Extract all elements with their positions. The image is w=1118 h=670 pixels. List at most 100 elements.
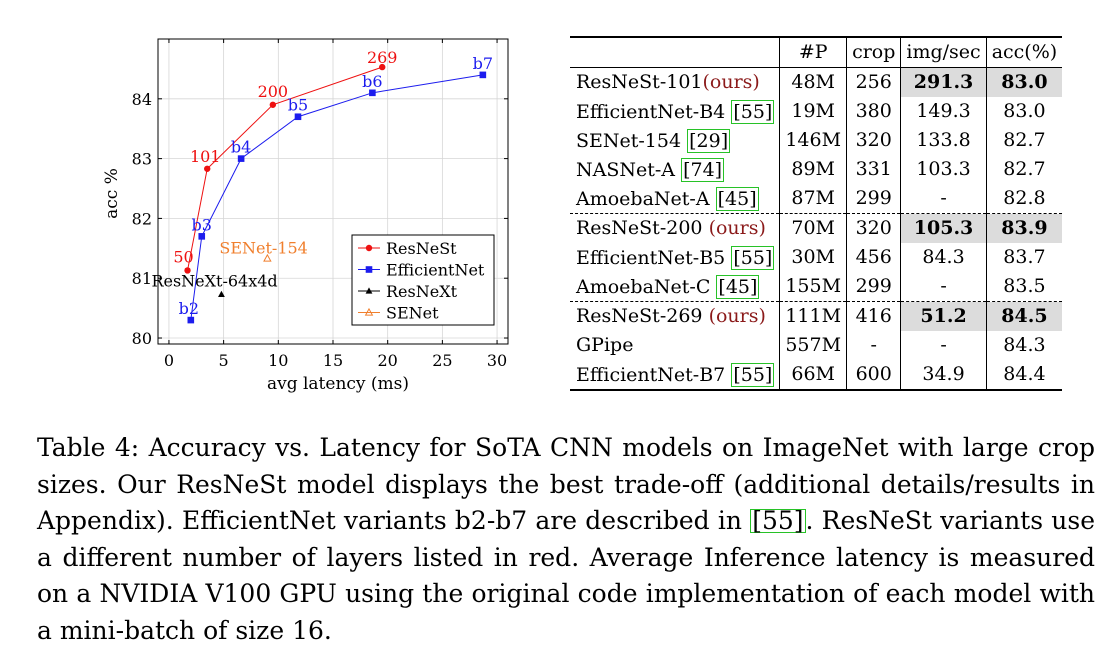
caption-citation[interactable]: [55] — [750, 506, 806, 535]
params-cell: 557M — [779, 331, 847, 360]
table-caption: Table 4: Accuracy vs. Latency for SoTA C… — [37, 430, 1095, 649]
ours-tag: (ours) — [702, 71, 760, 93]
accuracy-latency-chart: 0 5 10 15 20 25 30 80 81 82 83 84 avg latency (ms) ac… — [95, 30, 525, 400]
img-sec-cell: 34.9 — [900, 360, 987, 391]
header-params: #P — [779, 36, 847, 68]
acc-cell: 83.5 — [985, 272, 1063, 302]
data-label: b4 — [231, 138, 251, 157]
model-name: EfficientNet-B7 — [576, 363, 726, 386]
x-tick-label: 10 — [268, 351, 288, 370]
model-name-cell: AmoebaNet-A [45] — [570, 184, 780, 214]
results-table: #P crop img/sec acc(%) ResNeSt-101(ours)… — [570, 36, 1063, 391]
img-sec-cell: 103.3 — [900, 155, 987, 184]
header-img-sec: img/sec — [900, 36, 987, 68]
legend-marker — [365, 244, 373, 252]
x-tick-label: 20 — [378, 351, 398, 370]
acc-cell: 82.7 — [985, 155, 1063, 184]
header-model — [570, 36, 780, 68]
data-point — [237, 155, 245, 162]
crop-cell: 416 — [846, 301, 901, 331]
citation-link[interactable]: [55] — [731, 99, 775, 124]
data-point — [379, 63, 386, 71]
data-label: 200 — [258, 82, 289, 101]
model-name: EfficientNet-B4 — [576, 100, 726, 123]
data-point — [294, 113, 302, 121]
data-label: SENet-154 — [219, 238, 307, 257]
data-label: b2 — [179, 299, 199, 318]
citation-link[interactable]: [74] — [681, 157, 725, 182]
table-row: ResNeSt-101(ours) 48M 256 291.3 83.0 — [570, 67, 1063, 97]
table-row: NASNet-A [74] 89M 331 103.3 82.7 — [570, 155, 1063, 184]
crop-cell: 320 — [846, 213, 901, 243]
model-name: SENet-154 — [576, 129, 682, 152]
y-axis-label: acc % — [102, 168, 122, 219]
table-row: EfficientNet-B5 [55] 30M 456 84.3 83.7 — [570, 243, 1063, 272]
acc-cell: 83.7 — [985, 243, 1063, 272]
legend-entry: ResNeSt — [386, 239, 457, 258]
data-point — [369, 89, 376, 97]
header-crop: crop — [846, 36, 901, 68]
caption-text-1: Table 4: Accuracy vs. Latency for SoTA C… — [37, 433, 1095, 535]
x-axis-label: avg latency (ms) — [267, 374, 409, 394]
citation-link[interactable]: [29] — [687, 128, 731, 153]
params-cell: 48M — [779, 67, 847, 97]
img-sec-cell: 149.3 — [900, 97, 987, 126]
citation-link[interactable]: [55] — [731, 362, 775, 387]
x-tick-label: 25 — [432, 351, 452, 370]
data-label: ResNeXt-64x4d — [151, 271, 277, 290]
model-name-cell: NASNet-A [74] — [570, 155, 780, 184]
table-row: ResNeSt-269 (ours) 111M 416 51.2 84.5 — [570, 301, 1063, 331]
y-tick-label: 83 — [132, 150, 152, 169]
y-tick-label: 84 — [132, 90, 152, 109]
legend-entry: EfficientNet — [386, 261, 485, 280]
model-name: ResNeSt-200 — [576, 217, 703, 239]
y-tick-label: 82 — [132, 209, 152, 228]
model-name: AmoebaNet-A — [576, 187, 710, 210]
data-label: b5 — [288, 96, 308, 115]
crop-cell: 299 — [846, 184, 901, 214]
series-line — [187, 66, 383, 271]
citation-link[interactable]: [45] — [715, 186, 759, 211]
legend-marker — [365, 266, 373, 273]
params-cell: 89M — [779, 155, 847, 184]
table-row: ResNeSt-200 (ours) 70M 320 105.3 83.9 — [570, 213, 1063, 243]
model-name-cell: AmoebaNet-C [45] — [570, 272, 780, 302]
series-line — [190, 74, 483, 321]
table-row: EfficientNet-B4 [55] 19M 380 149.3 83.0 — [570, 97, 1063, 126]
data-point — [218, 290, 225, 297]
data-label: 101 — [190, 147, 221, 166]
model-name-cell: ResNeSt-200 (ours) — [570, 213, 780, 243]
citation-link[interactable]: [55] — [731, 245, 775, 270]
model-name: GPipe — [576, 334, 634, 356]
crop-cell: 320 — [846, 126, 901, 155]
params-cell: 19M — [779, 97, 847, 126]
citation-link[interactable]: [45] — [716, 274, 760, 299]
model-name-cell: EfficientNet-B5 [55] — [570, 243, 780, 272]
model-name-cell: GPipe — [570, 331, 780, 360]
params-cell: 70M — [779, 213, 847, 243]
params-cell: 146M — [779, 126, 847, 155]
acc-cell: 83.0 — [985, 67, 1063, 97]
crop-cell: 380 — [846, 97, 901, 126]
acc-cell: 82.8 — [985, 184, 1063, 214]
model-name: NASNet-A — [576, 158, 676, 181]
acc-cell: 84.3 — [985, 331, 1063, 360]
table-row: SENet-154 [29] 146M 320 133.8 82.7 — [570, 126, 1063, 155]
acc-cell: 83.0 — [985, 97, 1063, 126]
ours-tag: (ours) — [708, 217, 766, 239]
ours-tag: (ours) — [708, 305, 766, 327]
model-name-cell: EfficientNet-B4 [55] — [570, 97, 780, 126]
data-point — [198, 233, 206, 240]
chart-svg: 0 5 10 15 20 25 30 80 81 82 83 84 avg latency (ms) ac… — [102, 38, 509, 394]
img-sec-cell: - — [900, 331, 987, 360]
model-name-cell: SENet-154 [29] — [570, 126, 780, 155]
params-cell: 30M — [779, 243, 847, 272]
img-sec-cell: 133.8 — [900, 126, 987, 155]
data-point — [269, 101, 277, 108]
results-table-container: #P crop img/sec acc(%) ResNeSt-101(ours)… — [570, 36, 1063, 391]
img-sec-cell: - — [900, 272, 987, 302]
table-row: AmoebaNet-C [45] 155M 299-83.5 — [570, 272, 1063, 302]
img-sec-cell: 105.3 — [900, 213, 987, 243]
crop-cell: 299 — [846, 272, 901, 302]
x-tick-label: 15 — [323, 351, 343, 370]
